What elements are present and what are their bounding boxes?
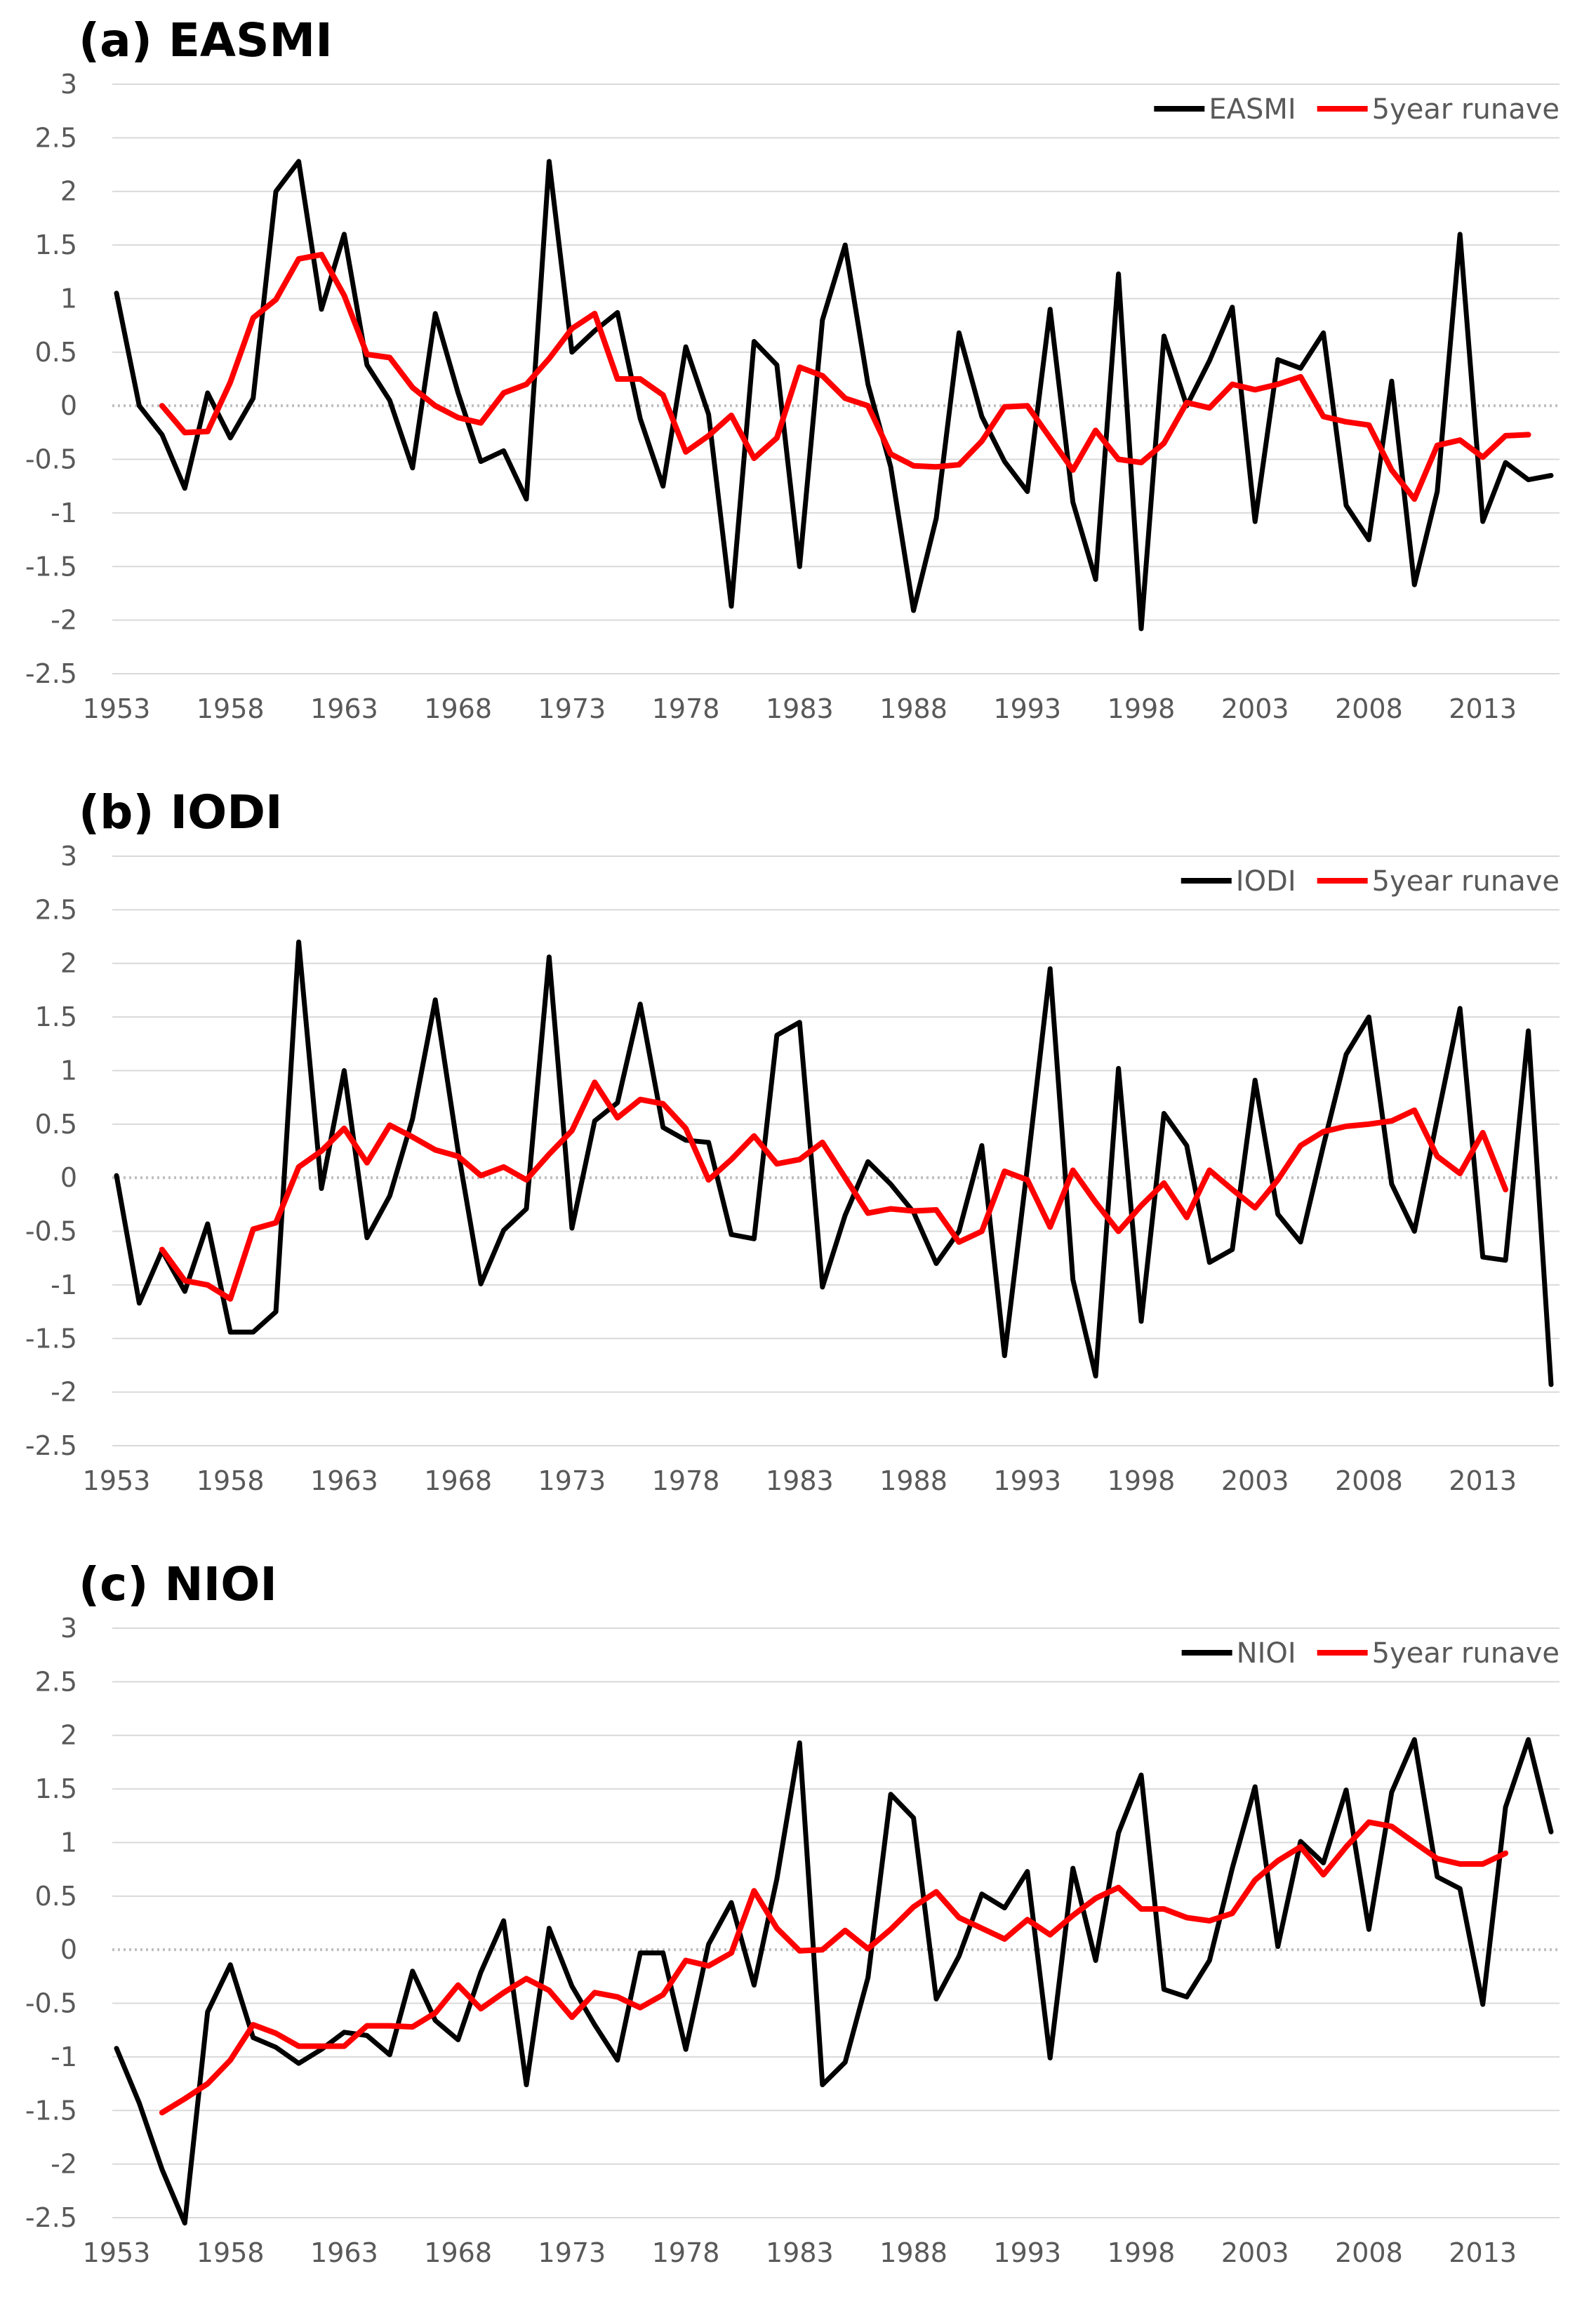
panel-iodi: (b) IODI 3 2.5 2 1.5 1 0.5 0 -0.5 -1 -1.5 -2 -2.5 195…	[0, 772, 1596, 1532]
x-tick-label: 1958	[197, 1465, 265, 1496]
series-line-index	[114, 1737, 1554, 2226]
x-tick-label: 1983	[766, 693, 834, 724]
x-tick-label: 2008	[1335, 693, 1403, 724]
y-tick-label: -1	[51, 498, 77, 528]
series-line-runave	[159, 1079, 1509, 1302]
y-tick-label: -2.5	[25, 658, 77, 689]
series-line-index	[114, 159, 1554, 632]
x-tick-label: 1953	[83, 2237, 151, 2268]
y-tick-label: 1.5	[35, 229, 77, 260]
y-tick-label: 0.5	[35, 337, 77, 368]
legend-label: 5year runave	[1372, 865, 1560, 898]
x-tick-label: 1963	[310, 693, 378, 724]
x-tick-label: 2013	[1449, 2237, 1517, 2268]
y-tick-label: 1	[60, 283, 77, 314]
y-tick-label: 3	[60, 69, 77, 100]
y-tick-label: -0.5	[25, 1988, 77, 2019]
y-tick-label: 0	[60, 390, 77, 421]
x-tick-label: 2013	[1449, 693, 1517, 724]
x-tick-label: 1968	[424, 2237, 492, 2268]
legend-label: NIOI	[1237, 1637, 1296, 1670]
x-tick-label: 1983	[766, 1465, 834, 1496]
x-tick-label: 2003	[1221, 2237, 1289, 2268]
chart-title: (c) NIOI	[79, 1557, 277, 1611]
series-line-runave	[159, 1819, 1509, 2116]
y-tick-label: 2	[60, 176, 77, 207]
y-tick-label: -1.5	[25, 1323, 77, 1354]
y-tick-label: 3	[60, 841, 77, 872]
legend: NIOI 5year runave	[1181, 1637, 1560, 1670]
x-tick-label: 1978	[652, 1465, 720, 1496]
x-tick-label: 1978	[652, 693, 720, 724]
y-tick-label: -2	[51, 1377, 77, 1408]
x-tick-label: 1998	[1108, 2237, 1176, 2268]
x-tick-label: 1973	[538, 1465, 606, 1496]
y-tick-label: -1	[51, 1270, 77, 1300]
chart-iodi: (b) IODI32.521.510.50-0.5-1-1.5-2-2.5195…	[25, 785, 1560, 1496]
panel-easmi: (a) EASMI 3 2.5 2 1.5 1 0.5 0 -0.5 -1 -1.5 -2 -2.5 19…	[0, 0, 1596, 760]
chart-title: (b) IODI	[79, 785, 283, 839]
legend: IODI 5year runave	[1181, 865, 1560, 898]
legend-label: 5year runave	[1372, 1637, 1560, 1670]
x-tick-label: 1973	[538, 2237, 606, 2268]
x-tick-label: 1958	[197, 2237, 265, 2268]
legend-label: 5year runave	[1372, 93, 1560, 126]
x-tick-label: 1973	[538, 693, 606, 724]
x-tick-label: 1953	[83, 693, 151, 724]
legend-label: EASMI	[1209, 93, 1296, 126]
y-tick-label: -2.5	[25, 2202, 77, 2233]
x-tick-label: 1993	[993, 2237, 1061, 2268]
x-tick-label: 1953	[83, 1465, 151, 1496]
y-tick-label: -0.5	[25, 1216, 77, 1247]
x-tick-label: 2008	[1335, 2237, 1403, 2268]
x-tick-label: 2003	[1221, 693, 1289, 724]
x-tick-label: 2013	[1449, 1465, 1517, 1496]
x-tick-label: 2008	[1335, 1465, 1403, 1496]
y-tick-label: 2.5	[35, 894, 77, 925]
legend-label: IODI	[1236, 865, 1296, 898]
y-tick-label: 1	[60, 1055, 77, 1086]
y-tick-label: 1.5	[35, 1001, 77, 1032]
chart-nioi: (c) NIOI32.521.510.50-0.5-1-1.5-2-2.5195…	[25, 1557, 1560, 2268]
x-tick-label: 1968	[424, 693, 492, 724]
x-tick-label: 1988	[879, 2237, 947, 2268]
y-tick-label: -2	[51, 605, 77, 636]
x-tick-label: 1963	[310, 2237, 378, 2268]
x-tick-label: 1963	[310, 1465, 378, 1496]
y-tick-label: -1.5	[25, 2095, 77, 2126]
x-tick-label: 1998	[1108, 693, 1176, 724]
y-tick-label: 0.5	[35, 1881, 77, 1912]
x-tick-label: 1988	[879, 1465, 947, 1496]
y-tick-label: -2.5	[25, 1430, 77, 1461]
y-tick-label: -2	[51, 2149, 77, 2180]
x-tick-label: 1988	[879, 693, 947, 724]
y-tick-label: -1	[51, 2042, 77, 2072]
series-line-runave	[159, 251, 1531, 502]
y-tick-label: 1	[60, 1827, 77, 1858]
chart-easmi: (a) EASMI32.521.510.50-0.5-1-1.5-2-2.519…	[25, 13, 1560, 724]
y-tick-label: 2	[60, 1720, 77, 1751]
y-tick-label: 1.5	[35, 1773, 77, 1804]
y-tick-label: 3	[60, 1613, 77, 1644]
x-tick-label: 1978	[652, 2237, 720, 2268]
x-tick-label: 2003	[1221, 1465, 1289, 1496]
y-tick-label: 0	[60, 1934, 77, 1965]
x-tick-label: 1993	[993, 693, 1061, 724]
x-tick-label: 1983	[766, 2237, 834, 2268]
x-tick-label: 1968	[424, 1465, 492, 1496]
y-tick-label: 2	[60, 948, 77, 979]
panel-nioi: (c) NIOI 3 2.5 2 1.5 1 0.5 0 -0.5 -1 -1.5 -2 -2.5 195…	[0, 1544, 1596, 2304]
y-tick-label: 0.5	[35, 1109, 77, 1140]
y-tick-label: -1.5	[25, 551, 77, 582]
series-line-index	[114, 939, 1554, 1387]
chart-title: (a) EASMI	[79, 13, 333, 67]
y-tick-label: -0.5	[25, 444, 77, 475]
x-tick-label: 1958	[197, 693, 265, 724]
legend: EASMI 5year runave	[1154, 93, 1560, 126]
y-tick-label: 0	[60, 1162, 77, 1193]
x-tick-label: 1998	[1108, 1465, 1176, 1496]
y-tick-label: 2.5	[35, 122, 77, 153]
x-tick-label: 1993	[993, 1465, 1061, 1496]
y-tick-label: 2.5	[35, 1666, 77, 1697]
